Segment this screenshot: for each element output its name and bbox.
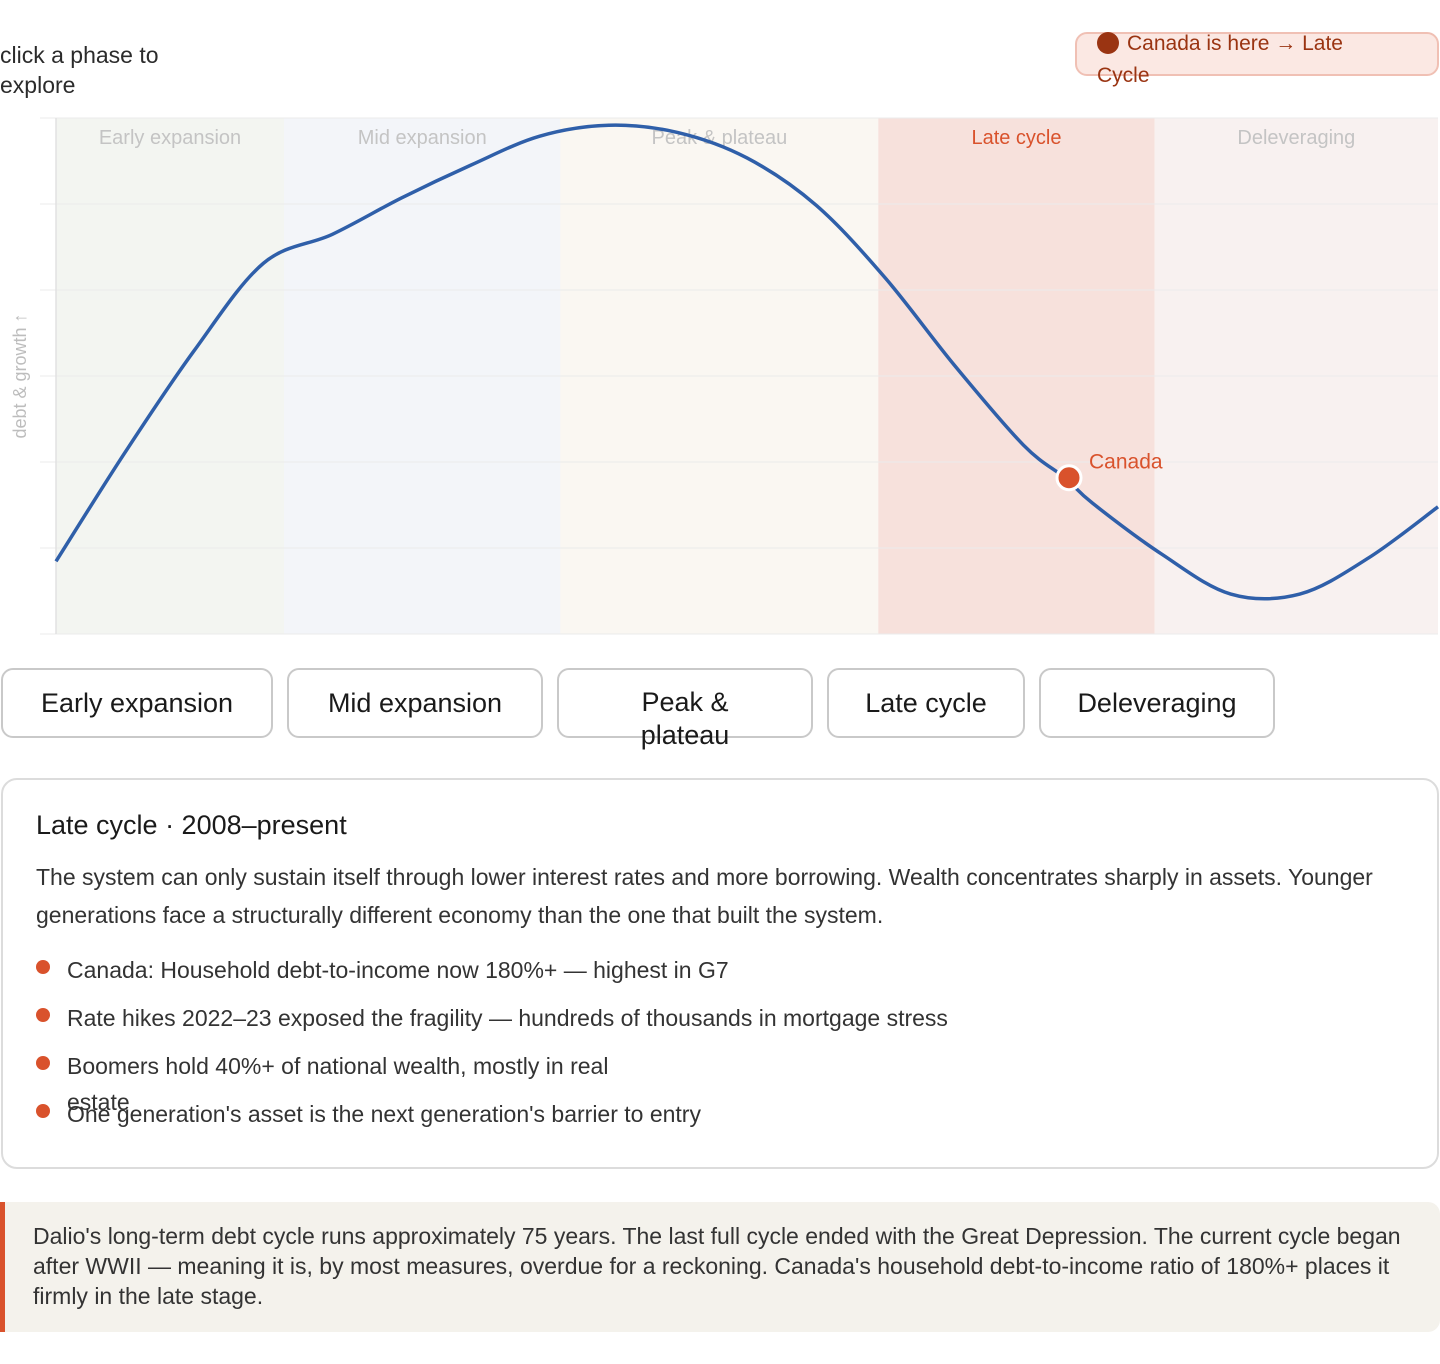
phase-hint: click a phase to explore [0, 42, 159, 98]
bullet-dot-icon [36, 960, 50, 974]
phase-label: Peak & plateau [652, 127, 788, 149]
phase-button-deleveraging[interactable]: Deleveraging [1039, 668, 1275, 738]
phase-button-label: Peak & plateau [640, 687, 730, 750]
canada-marker [1055, 464, 1083, 492]
phase-detail-bullets: Canada: Household debt-to-income now 180… [36, 952, 1036, 1144]
list-item: Boomers hold 40%+ of national wealth, mo… [36, 1048, 1036, 1115]
phase-label: Deleveraging [1237, 127, 1355, 149]
phase-detail-description: The system can only sustain itself throu… [36, 864, 1373, 928]
phase-button-mid-expansion[interactable]: Mid expansion [287, 668, 543, 738]
bullet-text: Rate hikes 2022–23 exposed the fragility… [67, 1005, 948, 1031]
badge-dot-icon [1097, 32, 1119, 54]
cycle-svg: Early expansion Mid expansion Peak & plate… [10, 117, 1440, 635]
phase-label: Early expansion [99, 127, 241, 149]
debt-cycle-chart: Early expansion Mid expansion Peak & plate… [0, 110, 1440, 650]
phase-button-label: Late cycle [865, 687, 987, 718]
phase-detail-card: Late cycle · 2008–present The system can… [1, 778, 1439, 1169]
bullet-text: Canada: Household debt-to-income now 180… [67, 957, 729, 983]
phase-detail-title: Late cycle · 2008–present [36, 810, 347, 840]
phase-button-label: Deleveraging [1077, 687, 1237, 718]
list-item: One generation's asset is the next gener… [36, 1096, 1036, 1144]
phase-label: Mid expansion [358, 127, 487, 149]
cycle-note-callout: Dalio's long-term debt cycle runs approx… [0, 1202, 1440, 1332]
phase-label: Late cycle [971, 127, 1061, 149]
bullet-dot-icon [36, 1056, 50, 1070]
current-phase-badge: Canada is here → Late Cycle [1075, 32, 1439, 87]
y-axis-label: debt & growth ↑ [10, 313, 30, 438]
bullet-text: One generation's asset is the next gener… [67, 1101, 701, 1127]
cycle-line [54, 123, 1440, 601]
bullet-dot-icon [36, 1104, 50, 1118]
phase-button-early-expansion[interactable]: Early expansion [1, 668, 273, 738]
phase-button-label: Early expansion [40, 687, 234, 718]
list-item: Rate hikes 2022–23 exposed the fragility… [36, 1000, 1036, 1048]
bullet-dot-icon [36, 1008, 50, 1022]
canada-marker-label: Canada [1089, 451, 1163, 474]
phase-button-peak-plateau[interactable]: Peak & plateau [557, 668, 813, 750]
phase-button-label: Mid expansion [327, 687, 503, 718]
phase-button-late-cycle[interactable]: Late cycle [827, 668, 1025, 738]
phase-button-row: Early expansion Mid expansion Peak & pla… [0, 668, 1440, 750]
list-item: Canada: Household debt-to-income now 180… [36, 952, 1036, 1000]
bullet-text: Boomers hold 40%+ of national wealth, mo… [67, 1053, 609, 1115]
badge-text: Canada is here → Late Cycle [1097, 32, 1343, 87]
